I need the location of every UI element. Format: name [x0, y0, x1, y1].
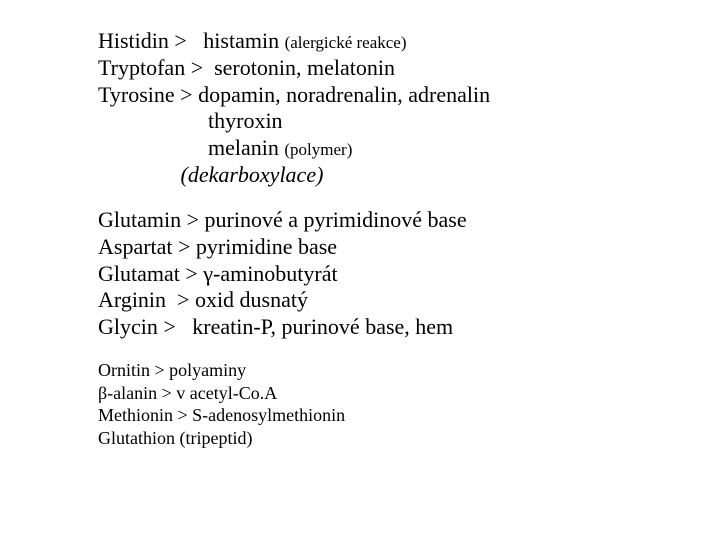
- line-melanin: melanin (polymer): [98, 135, 658, 162]
- line-arginin: Arginin > oxid dusnatý: [98, 287, 658, 314]
- block-precursors-3: Ornitin > polyaminy β-alanin > v acetyl-…: [98, 359, 658, 449]
- document-page: Histidin > histamin (alergické reakce) T…: [0, 0, 658, 449]
- line-methionin: Methionin > S-adenosylmethionin: [98, 404, 658, 427]
- note-allergic: (alergické reakce): [285, 33, 407, 52]
- line-ornitin: Ornitin > polyaminy: [98, 359, 658, 382]
- line-dekarboxylace: (dekarboxylace): [98, 162, 658, 189]
- line-b-alanin: β-alanin > v acetyl-Co.A: [98, 382, 658, 405]
- line-tryptofan: Tryptofan > serotonin, melatonin: [98, 55, 658, 82]
- line-glutathion: Glutathion (tripeptid): [98, 427, 658, 450]
- line-glutamin: Glutamin > purinové a pyrimidinové base: [98, 207, 658, 234]
- text: Histidin > histamin: [98, 28, 285, 53]
- line-tyrosine: Tyrosine > dopamin, noradrenalin, adrena…: [98, 82, 658, 109]
- line-glutamat: Glutamat > γ-aminobutyrát: [98, 261, 658, 288]
- line-histidin: Histidin > histamin (alergické reakce): [98, 28, 658, 55]
- block-precursors-1: Histidin > histamin (alergické reakce) T…: [98, 28, 658, 189]
- line-aspartat: Aspartat > pyrimidine base: [98, 234, 658, 261]
- note-polymer: (polymer): [284, 140, 352, 159]
- line-thyroxin: thyroxin: [98, 108, 658, 135]
- block-precursors-2: Glutamin > purinové a pyrimidinové base …: [98, 207, 658, 341]
- text: melanin: [98, 135, 284, 160]
- line-glycin: Glycin > kreatin-P, purinové base, hem: [98, 314, 658, 341]
